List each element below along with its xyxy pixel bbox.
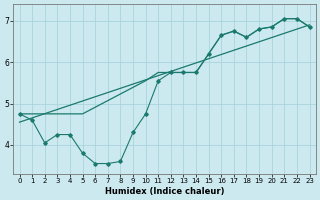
X-axis label: Humidex (Indice chaleur): Humidex (Indice chaleur): [105, 187, 224, 196]
